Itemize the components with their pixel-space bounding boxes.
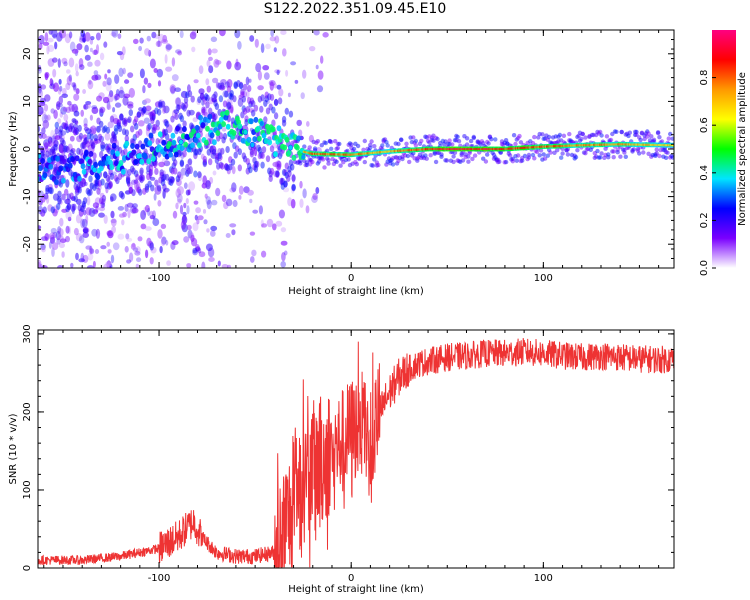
snr-frame xyxy=(37,329,675,569)
x-tick-label: -100 xyxy=(148,573,171,584)
x-tick-label: 0 xyxy=(348,273,354,284)
spectrogram-ylabel: Frequency (Hz) xyxy=(8,111,19,187)
snr-line xyxy=(38,338,674,568)
colorbar-ticks: 0.0 0.2 0.4 0.6 0.8 xyxy=(699,70,716,276)
colorbar-tick-label: 0.0 xyxy=(699,260,710,276)
snr-panel: -100 0 100 0 100 200 300 Height of straight li… xyxy=(8,324,675,595)
y-tick-label: -20 xyxy=(22,236,33,252)
y-tick-label: 0 xyxy=(22,565,33,571)
y-tick-label: 10 xyxy=(22,95,33,108)
y-tick-label: 0 xyxy=(22,146,33,152)
spectrogram-xlabel: Height of straight line (km) xyxy=(288,286,424,297)
chart-title: S122.2022.351.09.45.E10 xyxy=(263,1,447,17)
y-tick-label: 20 xyxy=(22,47,33,60)
y-tick-label: -10 xyxy=(22,188,33,204)
colorbar-tick-label: 0.6 xyxy=(699,117,710,133)
y-tick-label: 100 xyxy=(22,480,33,499)
colorbar-tick-label: 0.2 xyxy=(699,212,710,228)
snr-xlabel: Height of straight line (km) xyxy=(288,584,424,595)
x-tick-label: 0 xyxy=(348,573,354,584)
x-tick-label: 100 xyxy=(534,273,553,284)
colorbar-tick-label: 0.8 xyxy=(699,70,710,86)
colorbar-label: Normalized spectral amplitude xyxy=(737,72,748,226)
y-tick-label: 300 xyxy=(22,324,33,343)
colorbar-gradient xyxy=(712,30,736,268)
x-tick-label: -100 xyxy=(148,273,171,284)
spectrogram-blobs xyxy=(38,30,674,268)
colorbar-tick-label: 0.4 xyxy=(699,165,710,181)
colorbar: 0.0 0.2 0.4 0.6 0.8 Normalized spectral ampl… xyxy=(699,30,748,276)
x-tick-label: 100 xyxy=(534,573,553,584)
snr-axes: -100 0 100 0 100 200 300 xyxy=(22,324,674,584)
y-tick-label: 200 xyxy=(22,402,33,421)
snr-ylabel: SNR (10 * v/v) xyxy=(8,413,19,484)
